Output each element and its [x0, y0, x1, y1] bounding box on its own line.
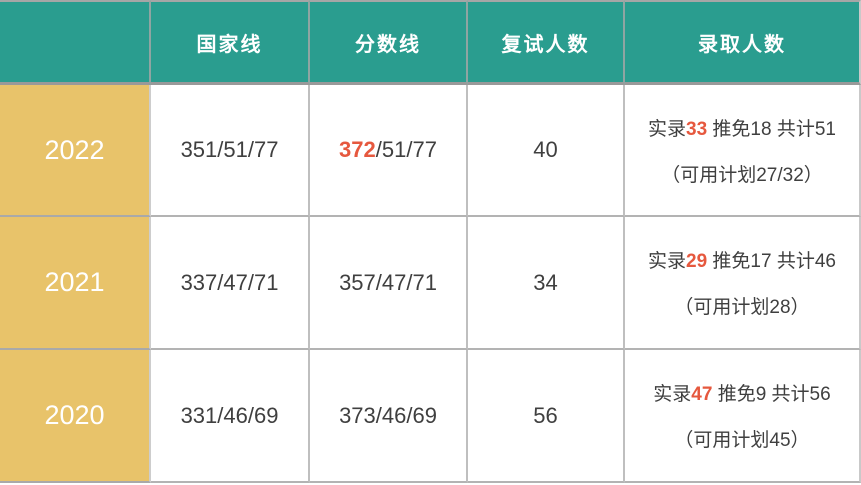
admit-count-2020: 实录47 推免9 共计56 （可用计划45）	[625, 350, 861, 483]
year-cell-2020: 2020	[0, 350, 151, 483]
admit-detail: 推免17 共计46	[707, 251, 836, 272]
admit-note: （可用计划45）	[674, 430, 810, 451]
admit-note: （可用计划28）	[674, 297, 810, 318]
header-cell-admit-count: 录取人数	[625, 0, 861, 85]
admit-summary: 实录33 推免18 共计51	[648, 114, 836, 141]
score-line-2021: 357/47/71	[310, 217, 468, 350]
national-line-2020: 331/46/69	[151, 350, 310, 483]
admit-actual-highlight: 33	[686, 118, 708, 140]
score-rest: 357/47/71	[339, 269, 437, 295]
reexam-count-2020: 56	[468, 350, 625, 483]
admit-detail: 推免18 共计51	[707, 118, 836, 140]
admit-label: 实录	[653, 384, 692, 405]
admit-detail: 推免9 共计56	[712, 384, 831, 405]
score-highlight: 372	[339, 137, 376, 162]
admit-actual-highlight: 47	[691, 384, 713, 405]
score-rest: 373/46/69	[339, 402, 437, 428]
admit-summary: 实录47 推免9 共计56	[653, 379, 830, 406]
header-cell-national-line: 国家线	[151, 0, 310, 85]
admit-actual-highlight: 29	[686, 251, 708, 272]
header-cell-year-empty	[0, 0, 151, 85]
admit-summary: 实录29 推免17 共计46	[648, 246, 836, 273]
year-cell-2021: 2021	[0, 217, 151, 350]
national-line-2021: 337/47/71	[151, 217, 310, 350]
admit-label: 实录	[648, 251, 687, 272]
header-cell-reexam-count: 复试人数	[468, 0, 625, 85]
score-line-2020: 373/46/69	[310, 350, 468, 483]
admit-count-2022: 实录33 推免18 共计51 （可用计划27/32）	[625, 85, 861, 217]
admit-note: （可用计划27/32）	[661, 164, 823, 186]
reexam-count-2021: 34	[468, 217, 625, 350]
score-rest: /51/77	[375, 137, 437, 162]
admit-count-2021: 实录29 推免17 共计46 （可用计划28）	[625, 217, 861, 350]
header-cell-score-line: 分数线	[310, 0, 468, 85]
admit-label: 实录	[648, 118, 687, 140]
national-line-2022: 351/51/77	[151, 85, 310, 217]
year-cell-2022: 2022	[0, 85, 151, 217]
reexam-count-2022: 40	[468, 85, 625, 217]
score-line-2022: 372/51/77	[310, 85, 468, 217]
